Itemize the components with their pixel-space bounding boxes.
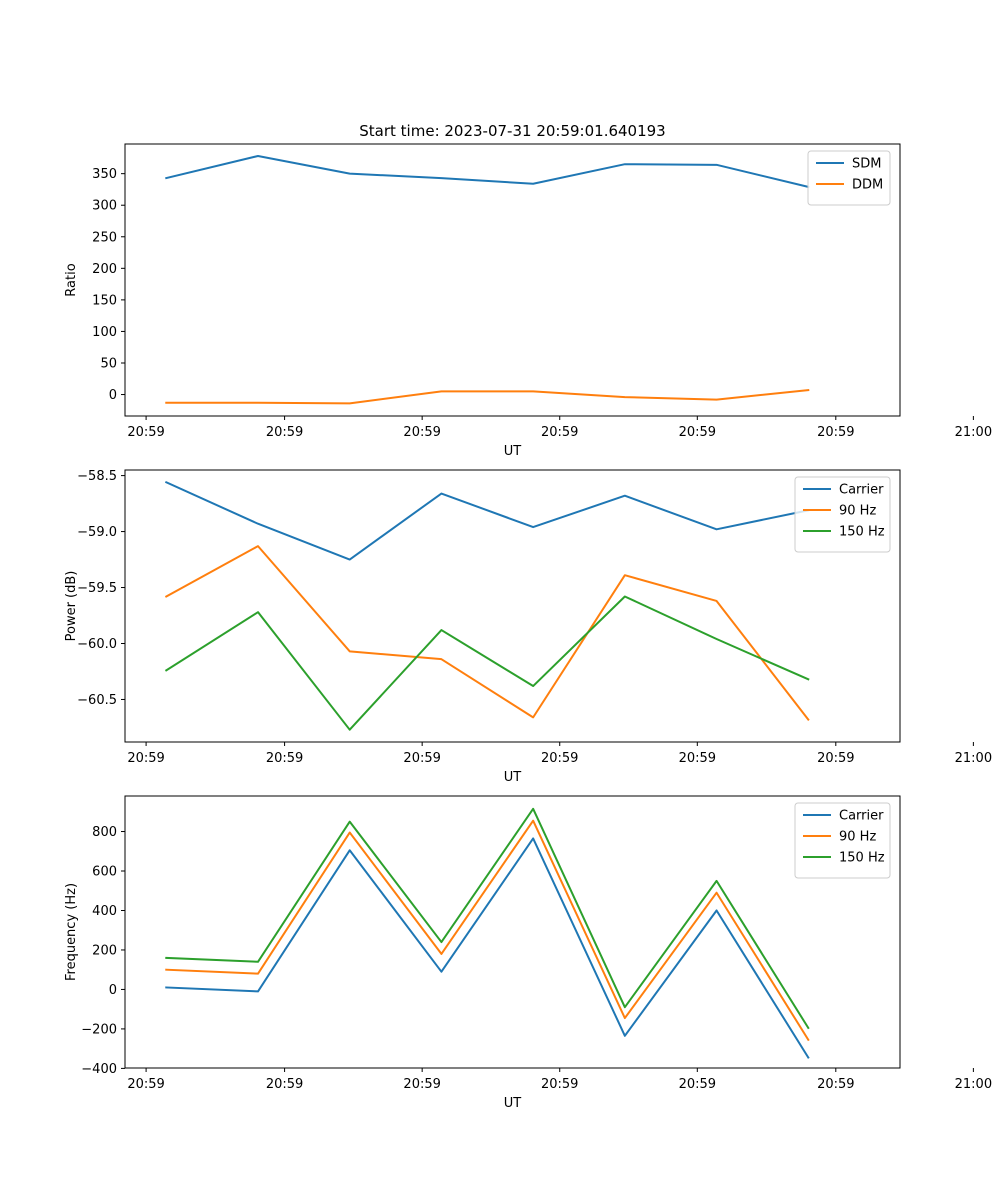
y-axis-label: Ratio: [64, 263, 79, 296]
y-tick-label: 400: [92, 904, 117, 919]
y-tick-label: −60.0: [77, 637, 117, 652]
series-line-carrier: [164, 480, 810, 561]
x-axis-label: UT: [504, 770, 522, 785]
y-tick-label: −58.5: [77, 469, 117, 484]
x-tick-label: 20:59: [403, 751, 440, 766]
y-tick-label: 0: [109, 983, 117, 998]
x-tick-label: 20:59: [266, 751, 303, 766]
y-tick-label: 250: [92, 230, 117, 245]
x-tick-label: 20:59: [403, 1077, 440, 1092]
legend-label: 90 Hz: [839, 830, 876, 845]
axes-frame: [124, 469, 901, 743]
legend-label: SDM: [852, 157, 881, 172]
figure-title: Start time: 2023-07-31 20:59:01.640193: [359, 122, 665, 140]
series-line-150-hz: [165, 807, 810, 1030]
x-tick-label: 20:59: [266, 425, 303, 440]
y-axis-label: Frequency (Hz): [64, 883, 79, 981]
series-line-150-hz: [164, 595, 810, 731]
series-line-90-hz: [164, 545, 810, 722]
legend-box: [794, 802, 891, 879]
x-tick-label: 20:59: [127, 1077, 164, 1092]
plots-container: 0 50 100 150 200 250 300 350 20:59 20:59 20:59 20:5…: [64, 143, 992, 1111]
legend-label: 90 Hz: [839, 504, 876, 519]
x-tick-label: 21:00: [955, 425, 992, 440]
y-tick-label: 50: [100, 356, 117, 371]
chart-2: −60.5 −60.0 −59.5 −59.0 −58.5 20:59 20:59 20:59…: [64, 469, 992, 785]
x-tick-label: 20:59: [266, 1077, 303, 1092]
y-tick-label: 150: [92, 293, 117, 308]
legend-label: Carrier: [839, 809, 884, 824]
y-tick-label: 300: [92, 199, 117, 214]
series-line-ddm: [165, 389, 810, 405]
x-tick-label: 20:59: [679, 751, 716, 766]
y-tick-label: 800: [92, 825, 117, 840]
axes-frame: [124, 795, 901, 1069]
y-tick-label: 200: [92, 262, 117, 277]
chart-3: −400 −200 0 200 400 600 800 20:59 20:59 20:59 20:5…: [64, 795, 992, 1111]
y-tick-label: −200: [81, 1022, 117, 1037]
x-tick-label: 20:59: [817, 425, 854, 440]
legend-box: [794, 476, 891, 553]
y-tick-label: 600: [92, 865, 117, 880]
y-tick-label: −59.5: [77, 581, 117, 596]
x-tick-label: 20:59: [541, 751, 578, 766]
y-axis-label: Power (dB): [64, 571, 79, 642]
legend-label: DDM: [852, 178, 883, 193]
series-line-sdm: [165, 154, 810, 189]
legend-label: Carrier: [839, 483, 884, 498]
y-tick-label: 350: [92, 167, 117, 182]
x-tick-label: 20:59: [817, 751, 854, 766]
series-line-carrier: [165, 837, 810, 1059]
x-tick-label: 20:59: [541, 1077, 578, 1092]
x-tick-label: 20:59: [679, 425, 716, 440]
x-tick-label: 20:59: [679, 1077, 716, 1092]
y-tick-label: −59.0: [77, 525, 117, 540]
legend-label: 150 Hz: [839, 851, 885, 866]
y-tick-label: −60.5: [77, 693, 117, 708]
x-tick-label: 20:59: [127, 425, 164, 440]
y-tick-label: 0: [109, 388, 117, 403]
legend-box: [807, 150, 891, 206]
axes-frame: [124, 143, 901, 417]
chart-1: 0 50 100 150 200 250 300 350 20:59 20:59 20:59 20:5…: [64, 143, 992, 459]
x-tick-label: 20:59: [817, 1077, 854, 1092]
x-tick-label: 21:00: [955, 1077, 992, 1092]
legend-label: 150 Hz: [839, 525, 885, 540]
y-tick-label: 100: [92, 325, 117, 340]
y-tick-label: 200: [92, 943, 117, 958]
x-axis-label: UT: [504, 1096, 522, 1111]
x-axis-label: UT: [504, 444, 522, 459]
x-tick-label: 20:59: [403, 425, 440, 440]
series-line-90-hz: [165, 819, 810, 1042]
y-tick-label: −400: [81, 1062, 117, 1077]
x-tick-label: 20:59: [541, 425, 578, 440]
x-tick-label: 21:00: [955, 751, 992, 766]
x-tick-label: 20:59: [127, 751, 164, 766]
